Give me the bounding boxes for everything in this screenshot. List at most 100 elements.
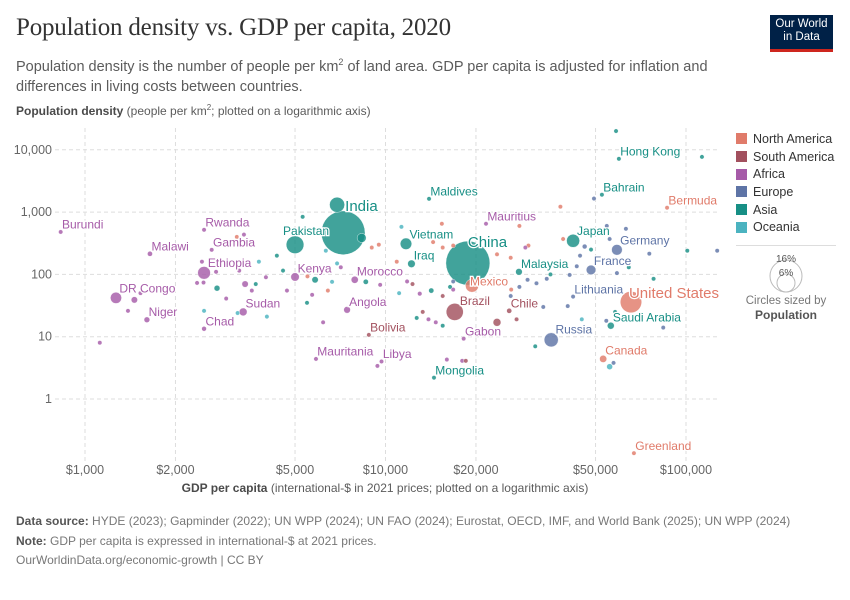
point-label: Bermuda [668, 193, 717, 207]
data-point [577, 253, 583, 259]
x-tick-label: $1,000 [66, 463, 104, 477]
source-text: HYDE (2023); Gapminder (2022); UN WPP (2… [88, 514, 791, 528]
legend-swatch [736, 168, 747, 180]
size-legend-circles: 16% 6% [769, 254, 803, 293]
data-point [607, 236, 613, 242]
legend-label: Asia [753, 202, 778, 217]
point-label: Bolivia [370, 321, 406, 335]
legend-label: Oceania [753, 220, 800, 235]
x-tick-label: $100,000 [660, 463, 712, 477]
y-tick-label: 1 [45, 392, 52, 406]
data-point [417, 291, 423, 297]
data-point-iraq [407, 259, 416, 268]
point-label: Gambia [213, 236, 255, 250]
point-label: Japan [577, 224, 610, 238]
data-point-gambia [209, 247, 215, 253]
data-point-ethiopia [197, 266, 211, 280]
subtitle-text: Population density is the number of peop… [16, 58, 339, 75]
data-point-bermuda [664, 205, 670, 211]
data-point-germany [611, 244, 623, 256]
data-point [305, 273, 310, 279]
point-label: Burundi [62, 218, 103, 232]
data-point [444, 357, 450, 362]
data-point [492, 318, 502, 327]
legend-label: Africa [753, 167, 785, 182]
data-point [241, 280, 249, 288]
data-point [213, 269, 219, 275]
data-point [97, 340, 103, 346]
data-point [558, 204, 563, 210]
data-point [256, 259, 262, 265]
data-point-india [321, 210, 366, 255]
data-point-france [586, 264, 597, 275]
data-point-dr-congo [110, 292, 122, 304]
data-point-malaysia [515, 268, 523, 276]
data-point [329, 279, 335, 285]
point-label: Niger [149, 305, 178, 319]
data-point [606, 363, 613, 370]
data-source: Data source: HYDE (2023); Gapminder (202… [16, 513, 816, 531]
legend-item-africa[interactable]: Africa [736, 165, 846, 183]
legend-item-oceania[interactable]: Oceania [736, 218, 846, 236]
owid-logo[interactable]: Our World in Data [770, 15, 833, 52]
footer: Data source: HYDE (2023); Gapminder (202… [16, 513, 816, 572]
data-point [591, 196, 597, 201]
data-point-malawi [147, 251, 153, 257]
size-legend: 16% 6% [736, 246, 846, 294]
y-axis-title-rest: (people per km [123, 104, 207, 118]
point-label: Lithuania [574, 282, 623, 296]
x-tick-label: $10,000 [363, 463, 408, 477]
legend-divider [736, 245, 836, 247]
data-point [611, 360, 616, 366]
point-label: Saudi Arabia [613, 311, 681, 325]
size-label-large: 16% [776, 254, 796, 265]
data-point [320, 319, 326, 325]
data-point-niger [143, 316, 150, 323]
legend-item-asia[interactable]: Asia [736, 201, 846, 219]
data-point [508, 293, 514, 299]
data-point [334, 261, 340, 266]
data-point-bolivia [366, 332, 372, 338]
point-label: China [468, 234, 508, 251]
legend: North America South America Africa Europe As… [736, 130, 846, 323]
point-label: Mexico [470, 275, 508, 289]
data-point-bahrain [599, 192, 605, 198]
data-point-mauritania [313, 356, 319, 362]
data-point [517, 284, 522, 290]
legend-label: South America [753, 149, 835, 164]
data-point [508, 287, 514, 293]
note: Note: GDP per capita is expressed in int… [16, 533, 816, 551]
data-point [236, 268, 242, 274]
source-url[interactable]: OurWorldinData.org/economic-growth | CC … [16, 553, 264, 567]
point-label: Rwanda [205, 215, 249, 229]
data-point-greenland [631, 450, 637, 456]
data-point [463, 358, 469, 364]
data-point-libya [379, 359, 384, 364]
data-point [235, 310, 241, 316]
data-point [356, 233, 367, 243]
data-point-united-states [620, 291, 642, 313]
data-point-pakistan [286, 235, 305, 254]
data-point [440, 293, 446, 299]
data-point-mauritius [483, 221, 489, 227]
point-label: Chile [511, 296, 539, 310]
data-point [284, 288, 290, 293]
data-point [440, 323, 446, 329]
data-point [376, 242, 382, 248]
data-point [684, 248, 690, 254]
y-tick-label: 100 [31, 267, 52, 281]
point-label: India [345, 198, 378, 215]
legend-item-north-america[interactable]: North America [736, 130, 846, 148]
point-label: Canada [605, 344, 647, 358]
data-point [440, 245, 446, 250]
y-axis-title-rest-2: ; plotted on a logarithmic axis) [211, 104, 371, 118]
data-point [249, 288, 255, 293]
point-label: France [594, 254, 632, 268]
data-point-japan [566, 234, 580, 248]
data-point [508, 255, 514, 261]
legend-item-south-america[interactable]: South America [736, 148, 846, 166]
legend-item-europe[interactable]: Europe [736, 183, 846, 201]
data-point [582, 243, 588, 250]
point-label: Mauritius [487, 209, 536, 223]
y-axis-title: Population density (people per km2; plot… [16, 103, 371, 118]
